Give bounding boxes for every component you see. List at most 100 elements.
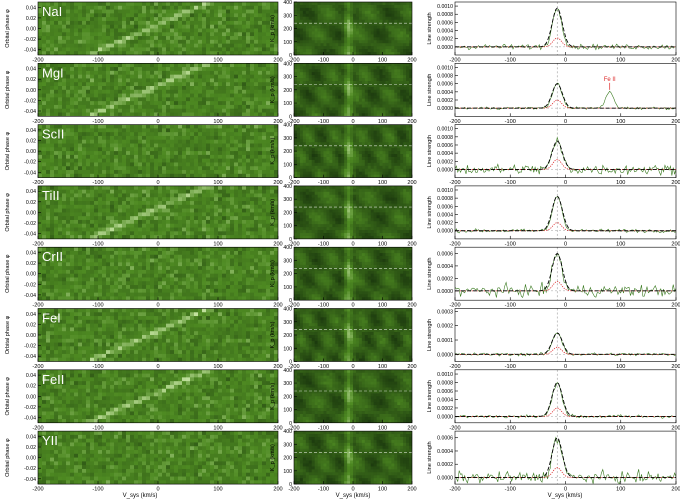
- phase-map-pixel: [62, 20, 67, 26]
- x-tick-label: 0: [156, 180, 159, 186]
- phase-map-pixel: [150, 51, 155, 55]
- phase-map-pixel: [58, 93, 63, 98]
- phase-map-pixel: [218, 151, 223, 156]
- phase-map-pixel: [174, 51, 179, 55]
- kp-map-pixel: [397, 174, 401, 178]
- kp-map-pixel: [370, 165, 374, 170]
- kp-map-pixel: [311, 69, 315, 73]
- kp-map-pixel: [385, 80, 389, 85]
- kp-map-pixel: [350, 25, 354, 29]
- kp-map-pixel: [364, 165, 369, 170]
- phase-map-pixel: [186, 28, 191, 33]
- kp-map-pixel: [296, 145, 301, 149]
- kp-map-pixel: [341, 98, 345, 102]
- phase-map-pixel: [142, 173, 147, 178]
- kp-map-pixel: [296, 133, 301, 137]
- phase-map-pixel: [150, 24, 155, 29]
- kp-map-pixel: [344, 159, 348, 164]
- phase-map-pixel: [122, 135, 127, 141]
- kp-map-pixel: [296, 22, 301, 26]
- phase-map-pixel: [70, 20, 75, 26]
- phase-map-pixel: [166, 143, 171, 148]
- phase-map-pixel: [138, 86, 143, 91]
- kp-map-pixel: [335, 142, 339, 146]
- phase-map-pixel: [58, 151, 63, 156]
- kp-map-pixel: [388, 92, 392, 96]
- kp-map-pixel: [379, 86, 383, 91]
- phase-map-pixel: [58, 86, 63, 91]
- phase-map-pixel: [110, 143, 115, 148]
- phase-map-pixel: [178, 139, 183, 144]
- kp-map-pixel: [294, 34, 298, 38]
- line-strength-axis-label: Line strength: [427, 74, 433, 106]
- phase-map-pixel: [274, 24, 278, 29]
- kp-map-pixel: [338, 124, 342, 128]
- phase-map-pixel: [66, 20, 71, 26]
- phase-map-pixel: [186, 43, 191, 48]
- phase-map-pixel: [226, 112, 231, 117]
- phase-map-pixel: [162, 67, 167, 72]
- phase-map-pixel: [54, 82, 59, 87]
- kp-map-pixel: [373, 89, 377, 94]
- kp-map-pixel: [344, 107, 348, 111]
- kp-map-pixel: [305, 107, 310, 111]
- kp-map-pixel: [305, 37, 310, 41]
- kp-map-pixel: [311, 168, 315, 173]
- phase-map-pixel: [250, 17, 255, 22]
- kp-map-pixel: [335, 75, 339, 79]
- phase-map-pixel: [50, 170, 55, 175]
- phase-map-pixel: [38, 151, 43, 156]
- phase-map-pixel: [258, 63, 263, 68]
- phase-map-pixel: [218, 108, 223, 113]
- kp-map-pixel: [403, 133, 407, 137]
- kp-map-pixel: [350, 37, 354, 41]
- phase-map-pixel: [62, 13, 67, 18]
- kp-map-pixel: [338, 145, 342, 149]
- kp-map-pixel: [314, 104, 318, 108]
- kp-map-pixel: [294, 159, 298, 164]
- kp-map-pixel: [347, 154, 351, 158]
- phase-map-pixel: [78, 151, 83, 156]
- phase-map-pixel: [202, 20, 207, 26]
- y-tick-label: 0.0006: [437, 82, 453, 88]
- phase-map-pixel: [114, 112, 119, 117]
- phase-map-pixel: [166, 24, 171, 29]
- phase-map-pixel: [262, 162, 267, 167]
- x-tick-label: 100: [616, 180, 625, 186]
- phase-map-pixel: [238, 132, 243, 137]
- kp-map-pixel: [332, 98, 336, 102]
- kp-map-pixel: [355, 31, 360, 35]
- kp-map-pixel: [394, 139, 398, 143]
- kp-map-pixel: [376, 83, 380, 88]
- phase-map-pixel: [42, 39, 47, 44]
- kp-map-pixel: [344, 151, 348, 155]
- kp-map-pixel: [326, 159, 330, 164]
- phase-map-pixel: [46, 97, 51, 102]
- phase-map-pixel: [266, 70, 271, 75]
- phase-map-pixel: [166, 124, 171, 129]
- kp-map-pixel: [320, 92, 324, 96]
- phase-map-pixel: [54, 189, 59, 194]
- kp-map-pixel: [394, 154, 398, 158]
- kp-map-pixel: [341, 69, 345, 73]
- phase-map-pixel: [86, 158, 91, 163]
- phase-map-pixel: [106, 5, 111, 10]
- phase-map-pixel: [190, 63, 195, 68]
- kp-map-pixel: [361, 16, 366, 20]
- phase-map-pixel: [206, 128, 211, 133]
- kp-map-pixel: [317, 10, 321, 15]
- phase-map-pixel: [86, 108, 91, 113]
- phase-map-pixel: [70, 93, 75, 98]
- phase-map-pixel: [190, 162, 195, 167]
- kp-map-pixel: [341, 104, 345, 108]
- kp-map-pixel: [311, 156, 315, 161]
- kp-map-pixel: [391, 63, 395, 67]
- kp-map-pixel: [317, 113, 321, 117]
- kp-map-pixel: [308, 66, 312, 70]
- phase-map-pixel: [110, 158, 115, 163]
- kp-map-pixel: [385, 43, 389, 47]
- phase-map-pixel: [158, 132, 163, 137]
- kp-map-pixel: [385, 127, 389, 131]
- phase-map-pixel: [174, 112, 179, 117]
- phase-map-pixel: [126, 108, 131, 113]
